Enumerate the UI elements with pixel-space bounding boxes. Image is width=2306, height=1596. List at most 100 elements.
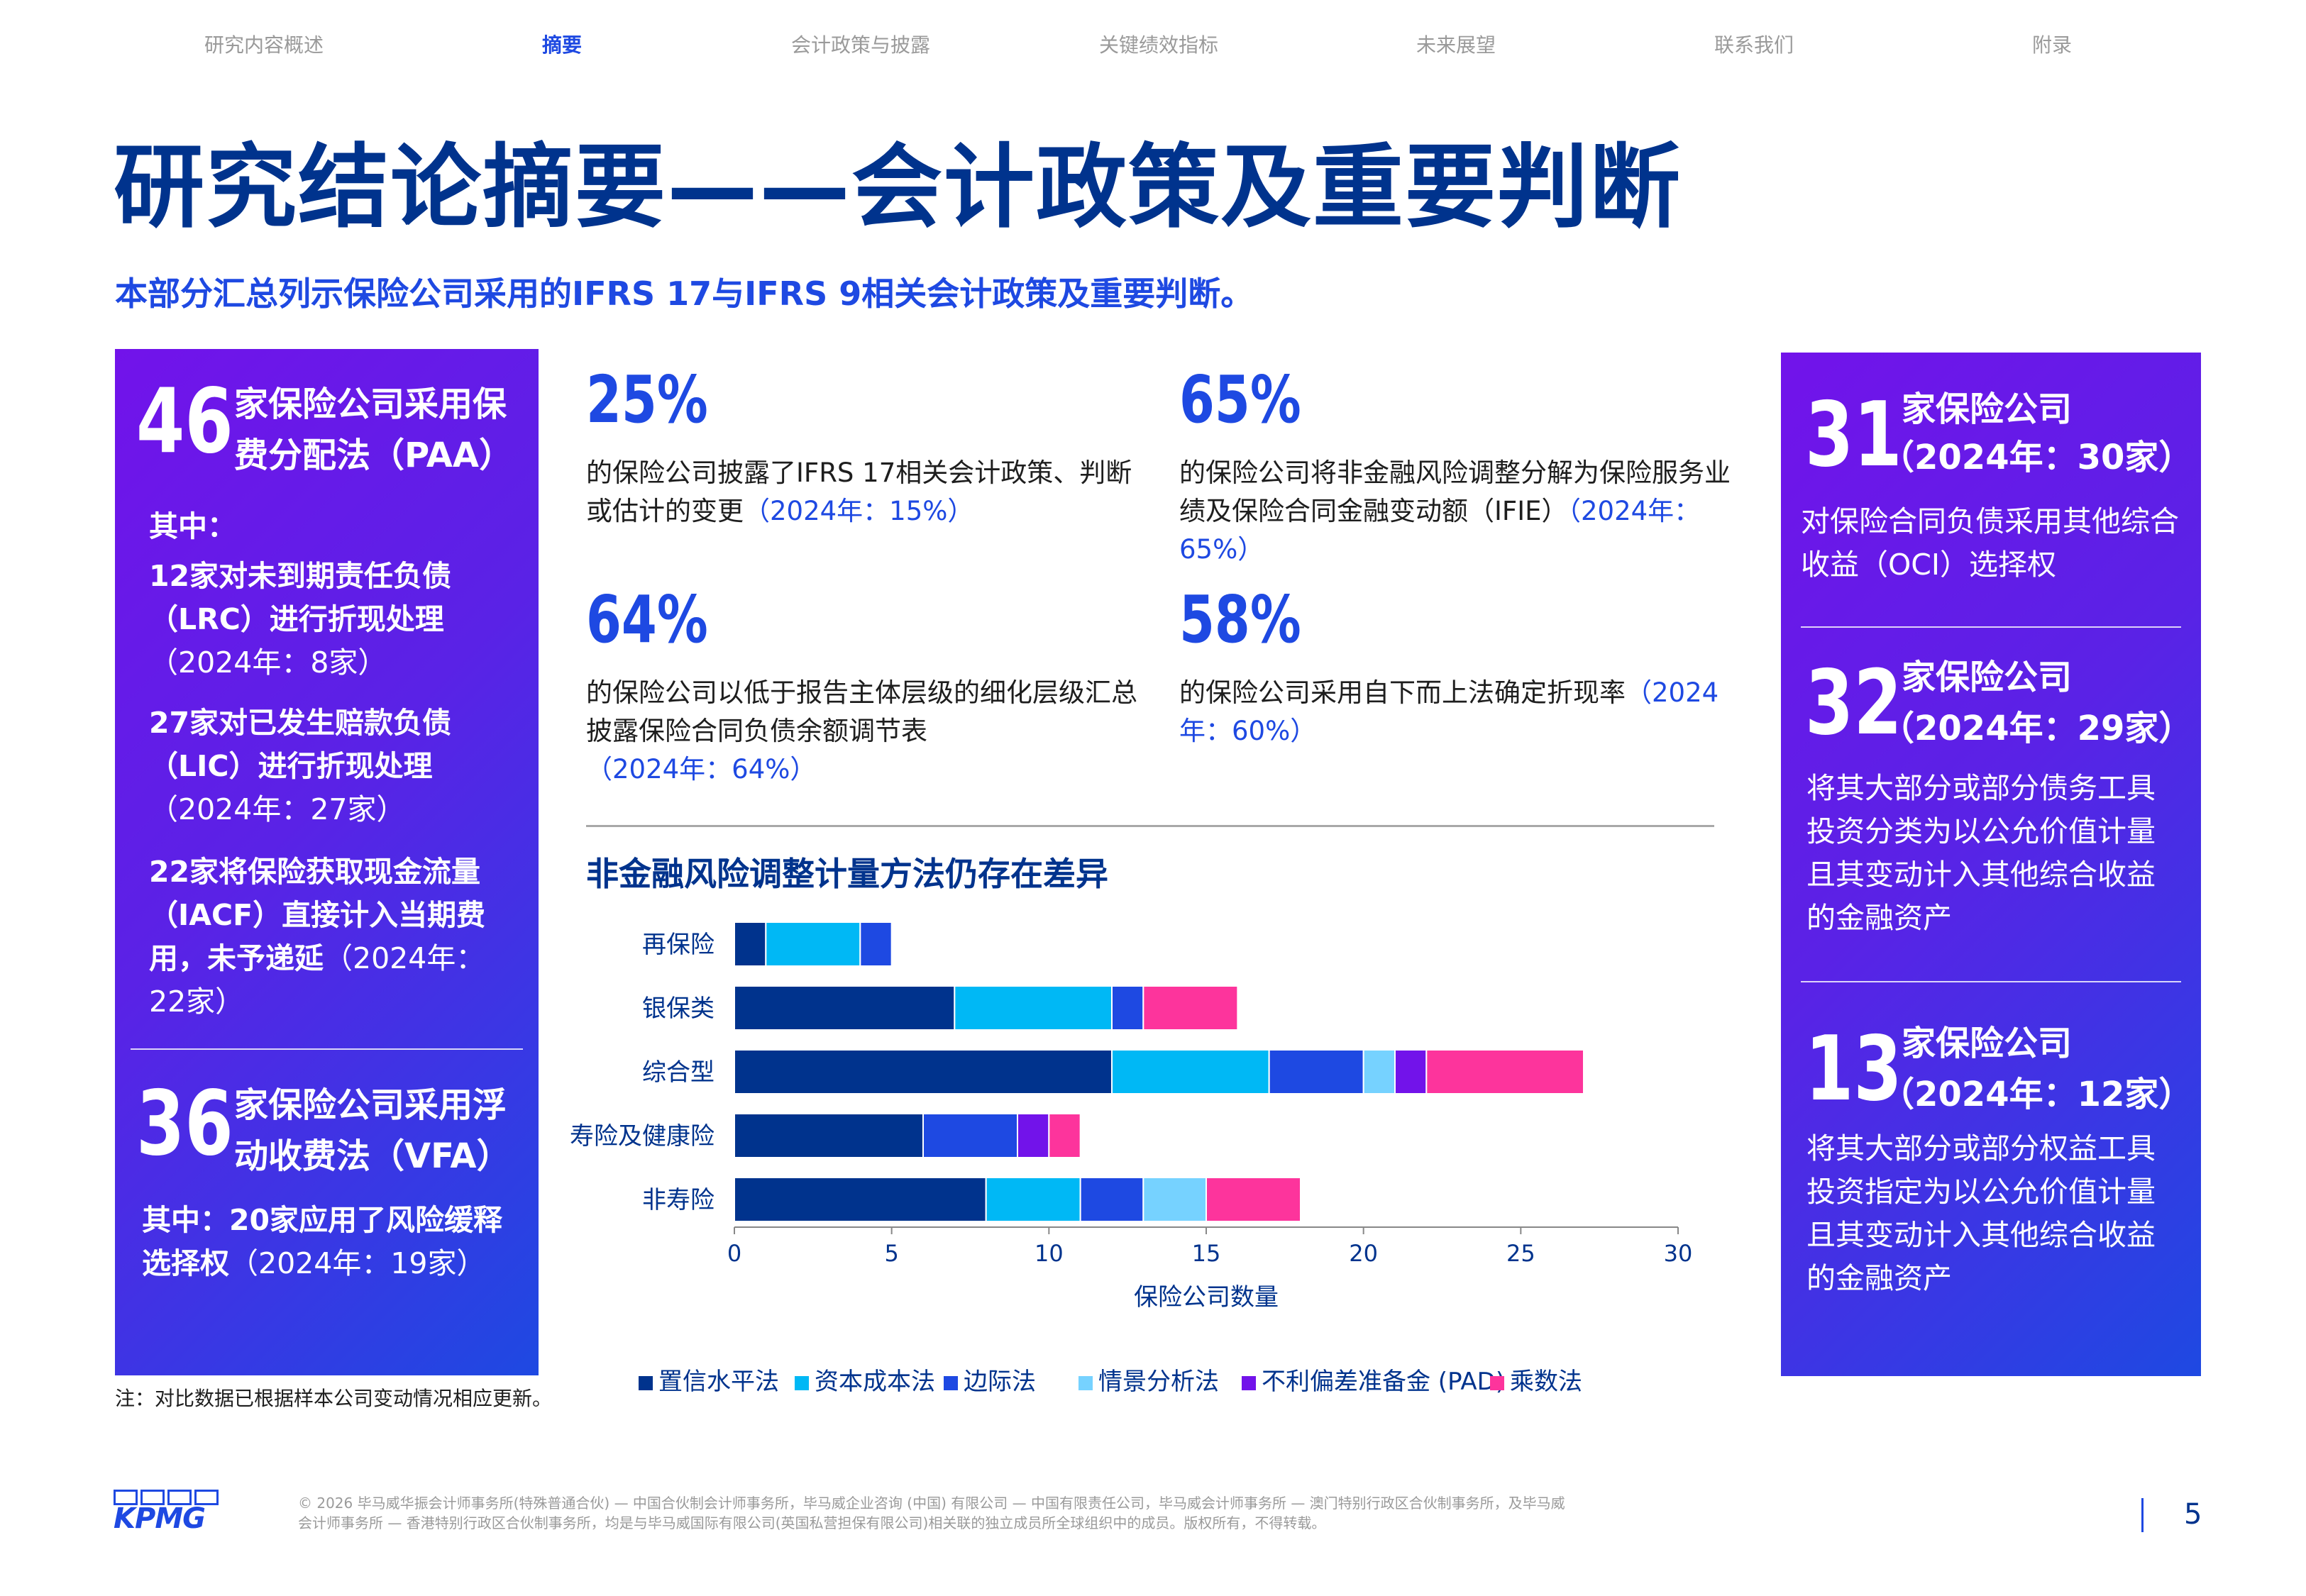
stats-divider [586, 825, 1714, 827]
chart-title: 非金融风险调整计量方法仍存在差异 [586, 855, 1108, 893]
legend-swatch [1078, 1375, 1093, 1390]
bar-segment [859, 921, 893, 967]
debt-fvoci-comparison: （2024年：29家） [1880, 709, 2193, 748]
legend-swatch [639, 1375, 653, 1390]
right-summary-panel: 31 家保险公司 （2024年：30家） 对保险合同负债采用其他综合收益（OCI… [1781, 353, 2201, 1376]
legend-label: 情景分析法 [1098, 1368, 1219, 1396]
nav-item-kpi[interactable]: 关键绩效指标 [1098, 33, 1219, 57]
paa-item-iacf: 22家将保险获取现金流量（IACF）直接计入当期费用，未予递延（2024年：22… [149, 855, 486, 1019]
bar-segment [734, 985, 956, 1031]
logo-wordmark: KPMG [114, 1502, 206, 1535]
nav-item-accounting-policy[interactable]: 会计政策与披露 [790, 33, 931, 57]
bar-segment [1362, 1049, 1396, 1095]
equity-fvoci-comparison: （2024年：12家） [1880, 1075, 2193, 1114]
bar-segment [1425, 1049, 1585, 1095]
bar-segment [734, 1049, 1113, 1095]
x-tick-label: 20 [1349, 1240, 1378, 1267]
legend-swatch [1490, 1375, 1504, 1390]
stat-text-discount-rate: 的保险公司采用自下而上法确定折现率（2024年：60%） [1179, 677, 1719, 746]
vfa-heading: 家保险公司采用浮动收费法（VFA） [234, 1085, 511, 1176]
category-label: 银保类 [642, 994, 715, 1023]
nav-item-overview[interactable]: 研究内容概述 [204, 33, 324, 57]
right-divider-1 [1801, 626, 2181, 628]
debt-fvoci-count: 32 [1805, 650, 1902, 755]
equity-fvoci-count: 13 [1805, 1016, 1902, 1121]
legend-swatch [1242, 1375, 1256, 1390]
paa-count: 46 [136, 369, 233, 473]
category-label: 非寿险 [642, 1186, 715, 1214]
category-label: 寿险及健康险 [570, 1122, 715, 1151]
x-tick-label: 10 [1035, 1240, 1064, 1267]
bar-segment [1048, 1113, 1081, 1158]
legend-label: 边际法 [964, 1368, 1036, 1396]
paa-item-lrc: 12家对未到期责任负债（LRC）进行折现处理（2024年：8家） [149, 559, 452, 680]
legend-item: 不利偏差准备金 (PAD) [1242, 1362, 1505, 1397]
left-panel-divider [131, 1048, 523, 1050]
category-label: 综合型 [642, 1058, 715, 1087]
debt-fvoci-heading: 家保险公司 [1902, 658, 2073, 697]
page-subtitle: 本部分汇总列示保险公司采用的IFRS 17与IFRS 9相关会计政策及重要判断。 [115, 275, 1254, 313]
legend-swatch [795, 1375, 809, 1390]
legend-item: 资本成本法 [795, 1362, 935, 1397]
equity-fvoci-text: 将其大部分或部分权益工具投资指定为以公允价值计量且其变动计入其他综合收益的金融资… [1806, 1131, 2156, 1295]
bar-segment [734, 1113, 924, 1158]
page-number-separator [2141, 1498, 2144, 1532]
x-tick-label: 5 [884, 1240, 898, 1267]
bar-segment [1206, 1177, 1301, 1222]
kpmg-logo: KPMG [114, 1490, 220, 1535]
legend-label: 不利偏差准备金 (PAD) [1262, 1368, 1506, 1396]
stat-value-ra-split: 65% [1179, 362, 1301, 438]
bar-segment [985, 1177, 1081, 1222]
nav-item-contact[interactable]: 联系我们 [1714, 33, 1794, 57]
paa-item-lic: 27家对已发生赔款负债（LIC）进行折现处理（2024年：27家） [149, 706, 452, 826]
bar-segment [1017, 1113, 1050, 1158]
left-summary-panel: 46 家保险公司采用保费分配法（PAA） 其中： 12家对未到期责任负债（LRC… [115, 349, 539, 1375]
x-tick-label: 0 [727, 1240, 741, 1267]
stat-value-discount-rate: 58% [1179, 582, 1301, 658]
paa-among-label: 其中： [149, 509, 236, 543]
stat-text-policy-change: 的保险公司披露了IFRS 17相关会计政策、判断或估计的变更（2024年：15%… [586, 458, 1132, 526]
logo-boxes [114, 1490, 220, 1505]
paa-heading: 家保险公司采用保费分配法（PAA） [234, 384, 514, 475]
bar-segment [1142, 1177, 1207, 1222]
x-tick-label: 15 [1192, 1240, 1221, 1267]
bar-segment [954, 985, 1113, 1031]
legend-item: 置信水平法 [639, 1362, 779, 1397]
legend-swatch [944, 1375, 958, 1390]
page-title: 研究结论摘要——会计政策及重要判断 [114, 135, 1682, 240]
bar-segment [1142, 985, 1239, 1031]
bar-segment [1111, 985, 1144, 1031]
chart-legend: 置信水平法 资本成本法 边际法 情景分析法 不利偏差准备金 (PAD) 乘数法 [639, 1362, 1703, 1397]
oci-option-comparison: （2024年：30家） [1880, 438, 2193, 477]
nav-item-appendix[interactable]: 附录 [2031, 33, 2073, 57]
bar-segment [765, 921, 861, 967]
footnote: 注：对比数据已根据样本公司变动情况相应更新。 [115, 1387, 553, 1410]
nav-item-outlook[interactable]: 未来展望 [1416, 33, 1496, 57]
legend-label: 资本成本法 [815, 1368, 935, 1396]
bar-segment [922, 1113, 1018, 1158]
bar-segment [734, 921, 767, 967]
category-label: 再保险 [642, 931, 715, 959]
stat-text-reconciliation: 的保险公司以低于报告主体层级的细化层级汇总披露保险合同负债余额调节表（2024年… [586, 677, 1137, 785]
legend-label: 乘数法 [1510, 1368, 1582, 1396]
equity-fvoci-heading: 家保险公司 [1902, 1024, 2073, 1063]
oci-option-count: 31 [1805, 382, 1902, 487]
nav-item-summary[interactable]: 摘要 [541, 33, 583, 57]
legend-item: 乘数法 [1490, 1362, 1582, 1397]
x-axis-label: 保险公司数量 [1134, 1283, 1279, 1312]
vfa-count: 36 [136, 1071, 233, 1175]
stat-value-policy-change: 25% [586, 362, 708, 438]
footer-copyright: © 2026 毕马威华振会计师事务所(特殊普通合伙) — 中国合伙制会计师事务所… [298, 1495, 1565, 1531]
debt-fvoci-text: 将其大部分或部分债务工具投资分类为以公允价值计量且其变动计入其他综合收益的金融资… [1806, 771, 2156, 935]
bar-segment [1079, 1177, 1144, 1222]
bar-segment [1268, 1049, 1364, 1095]
legend-label: 置信水平法 [658, 1368, 779, 1396]
right-divider-2 [1801, 981, 2181, 982]
legend-item: 边际法 [944, 1362, 1036, 1397]
stat-value-reconciliation: 64% [586, 582, 708, 658]
legend-item: 情景分析法 [1078, 1362, 1219, 1397]
x-tick-label: 30 [1664, 1240, 1693, 1267]
stat-text-ra-split: 的保险公司将非金融风险调整分解为保险服务业绩及保险合同金融变动额（IFIE）（2… [1179, 458, 1731, 565]
bar-segment [734, 1177, 987, 1222]
